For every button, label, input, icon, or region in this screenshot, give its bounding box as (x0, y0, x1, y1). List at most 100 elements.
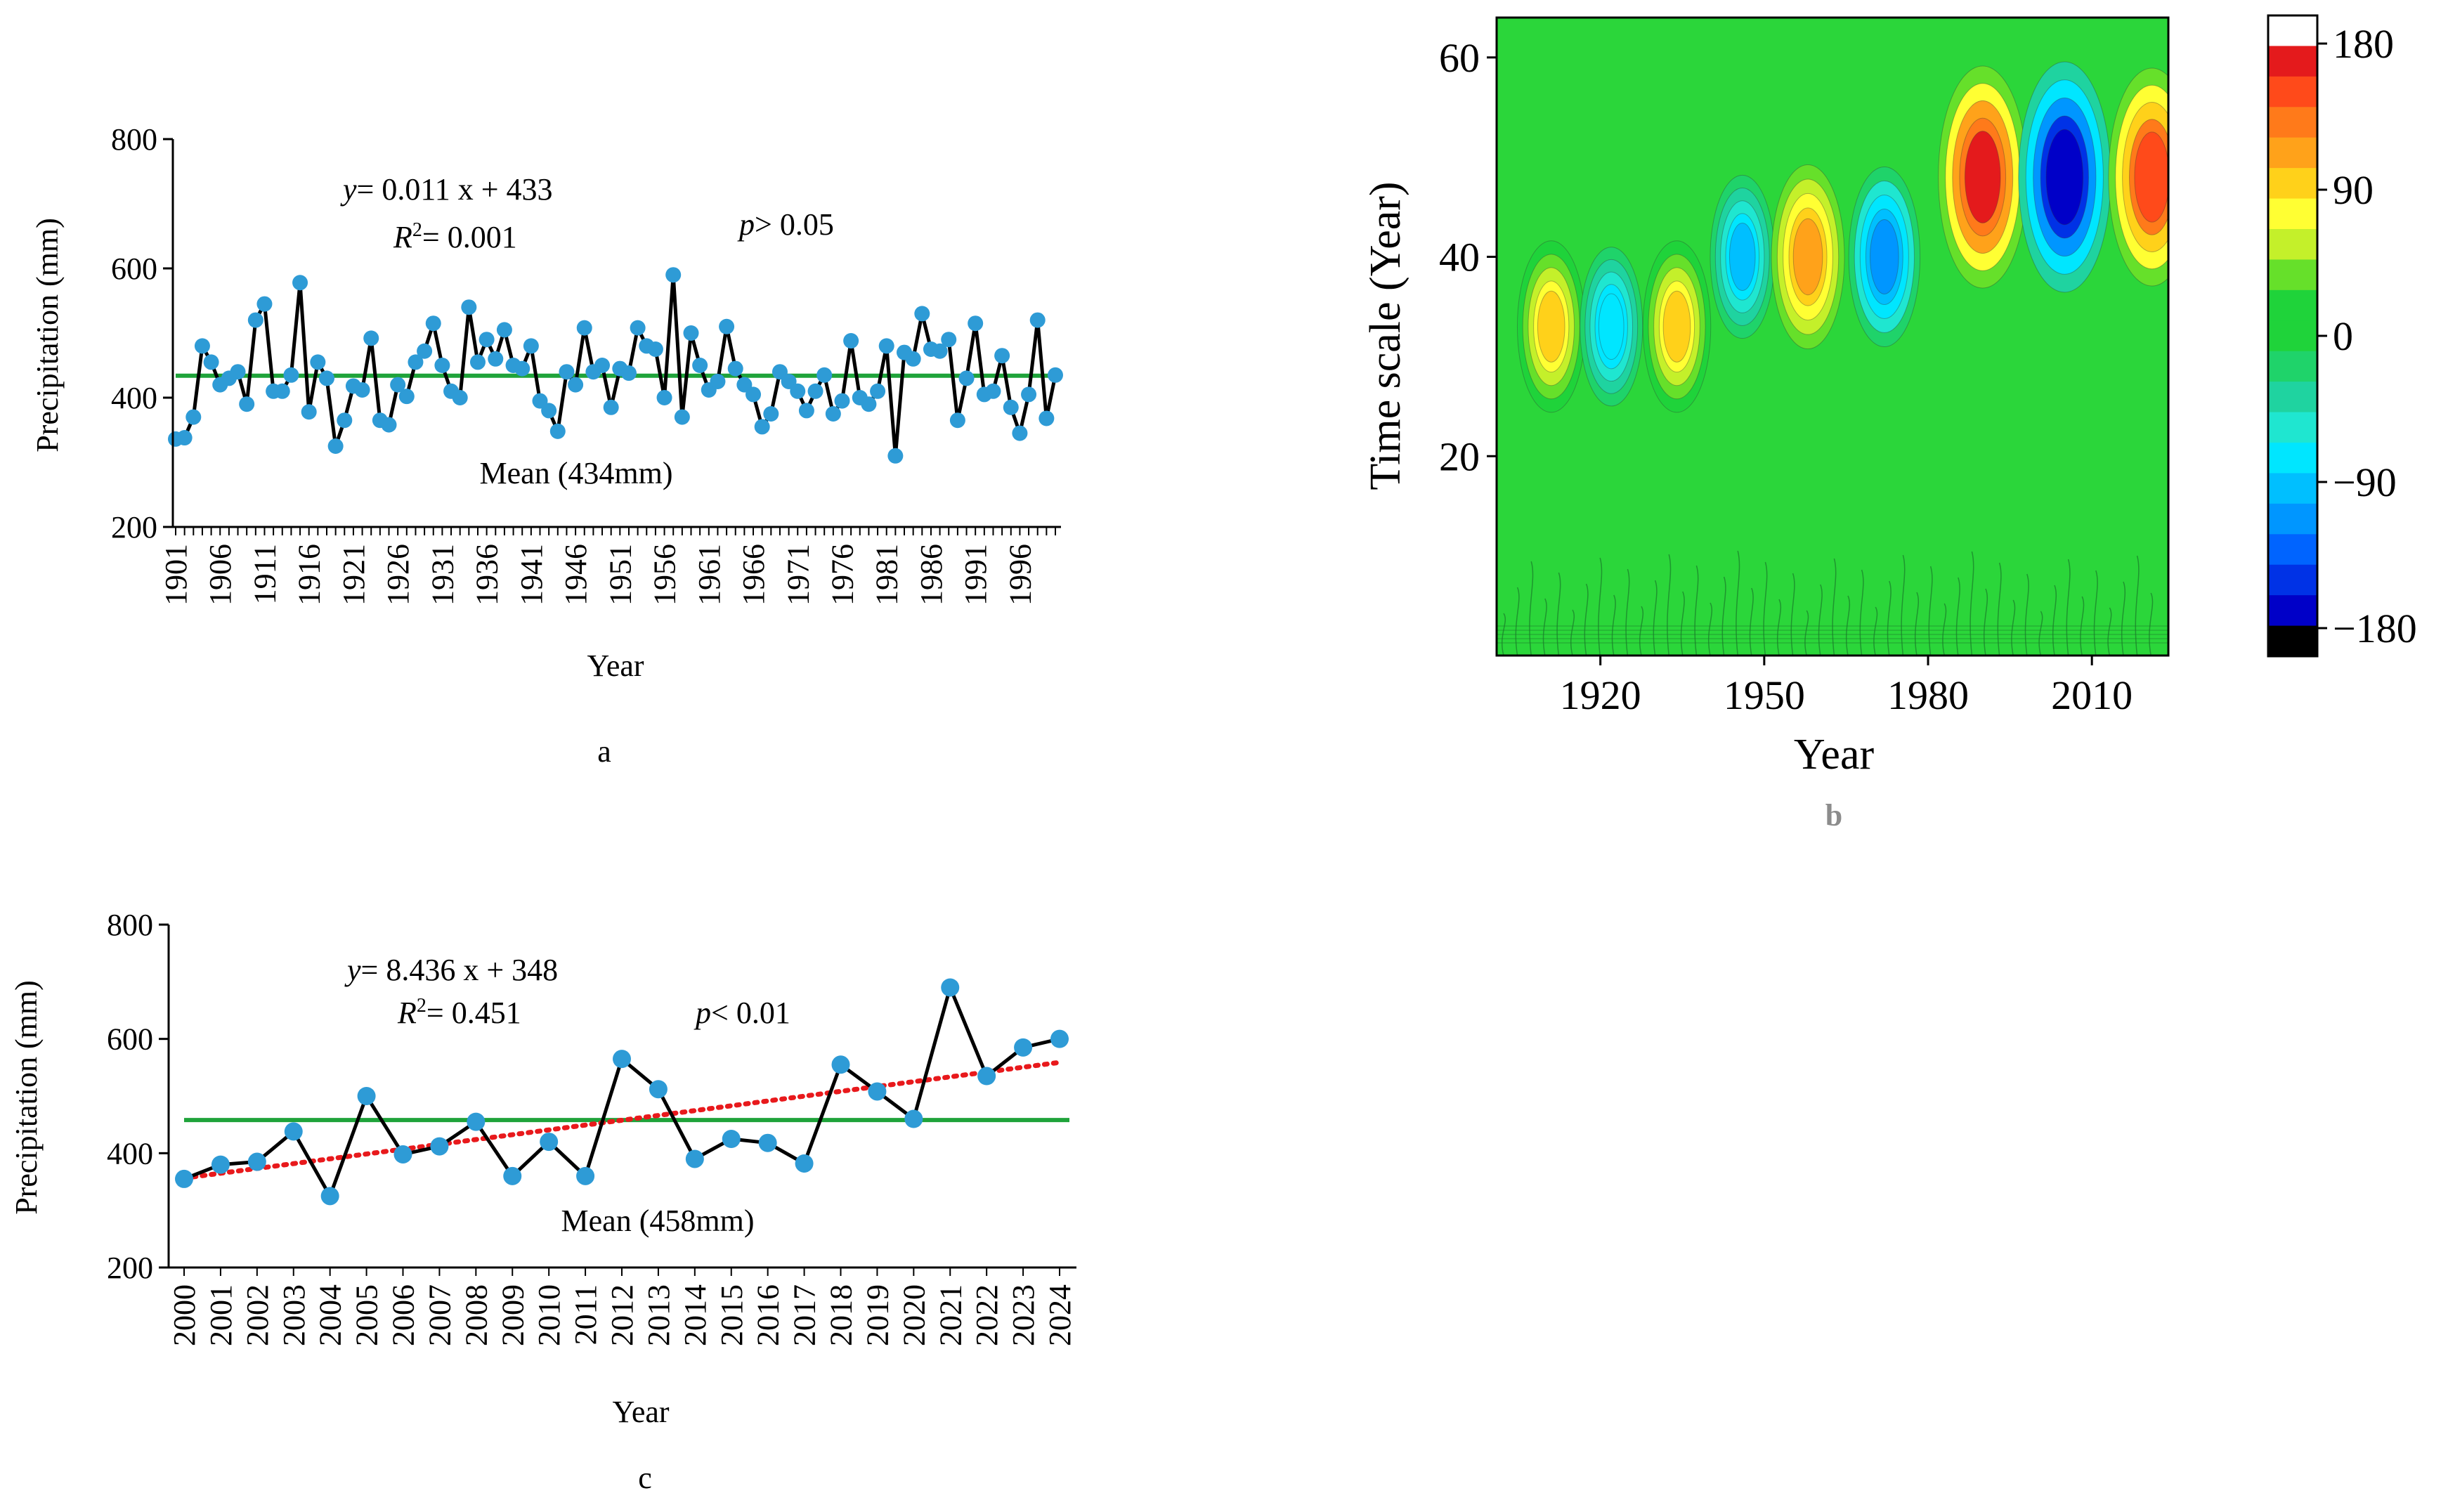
panel-a-data-point (337, 412, 353, 429)
panel-a-data-point (478, 332, 495, 348)
wavelet-contour-line (2080, 596, 2085, 656)
panel-a-data-point (1048, 367, 1063, 383)
panel-c-x-tick-label: 2007 (422, 1284, 457, 1346)
panel-c-data-point (685, 1149, 704, 1168)
panel-a-data-point (354, 382, 370, 398)
panel-a-data-point (807, 383, 823, 399)
wavelet-contour-line (1721, 576, 1726, 656)
colorbar-segment (2268, 382, 2317, 413)
panel-c-x-tick-label: 2002 (240, 1284, 275, 1346)
colorbar-segment (2268, 595, 2317, 627)
panel-c-data-point (904, 1109, 923, 1128)
panel-c-x-tick-label: 2018 (824, 1284, 859, 1346)
colorbar-segment (2268, 137, 2317, 169)
panel-a-data-point (549, 423, 566, 439)
panel-a-data-point (301, 404, 317, 420)
colorbar-tick-label: 90 (2333, 167, 2374, 213)
panel-a-x-tick-label: 1986 (914, 544, 949, 606)
wavelet-contour-line (1887, 580, 1892, 656)
panel-c-x-tick-label: 2005 (350, 1284, 384, 1346)
panel-a-x-tick-label: 1936 (470, 544, 504, 606)
panel-a-x-axis-title: Year (587, 649, 644, 683)
wavelet-contour-line (1763, 561, 1768, 656)
panel-a-x-tick-label: 1921 (337, 544, 371, 606)
panel-c-trend-line (181, 1060, 1062, 1181)
panel-c-data-point (175, 1169, 193, 1188)
panel-a-data-point (914, 306, 930, 322)
panel-a-data-point (390, 377, 406, 393)
panel-c-x-tick-label: 2019 (860, 1284, 894, 1346)
panel-c-x-tick-label: 2004 (313, 1284, 348, 1346)
wavelet-contour-line (1955, 577, 1960, 656)
panel-c-x-axis-title: Year (612, 1395, 669, 1429)
panel-a-data-point (1039, 410, 1055, 426)
panel-c-y-tick-label: 200 (107, 1251, 153, 1285)
panel-c-x-tick-label: 2020 (897, 1284, 931, 1346)
wavelet-positive-cell (1792, 218, 1823, 296)
panel-c-p-value: p< 0.01 (694, 996, 790, 1030)
wavelet-contour-line (1570, 609, 1575, 656)
panel-a-y-tick-label: 200 (111, 510, 157, 545)
panel-a-data-point (870, 383, 886, 399)
panel-a-x-tick-label: 1941 (514, 544, 549, 606)
panel-b-y-tick-label: 40 (1439, 235, 1480, 280)
panel-c-data-point (393, 1145, 412, 1164)
panel-c-x-tick-label: 2016 (751, 1284, 786, 1346)
wavelet-contour-line (1942, 603, 1947, 656)
panel-a-data-point (1003, 399, 1019, 415)
colorbar-segment (2268, 534, 2317, 566)
panel-c-data-point (576, 1166, 595, 1185)
panel-a-data-point (949, 412, 965, 429)
colorbar-tick-label: −180 (2333, 606, 2417, 651)
wavelet-contour-line (1845, 595, 1851, 656)
colorbar-segment (2268, 564, 2317, 596)
panel-c-data-point (430, 1137, 449, 1156)
panel-a-x-tick-label: 1966 (736, 544, 771, 606)
wavelet-contour-line (2135, 555, 2140, 656)
panel-c-y-tick-label: 800 (107, 908, 153, 942)
colorbar-segment (2268, 46, 2317, 77)
panel-a-data-point (674, 409, 690, 425)
panel-a-data-point (523, 338, 539, 354)
panel-a-data-point (816, 367, 833, 383)
panel-c-x-tick-label: 2015 (715, 1284, 749, 1346)
wavelet-contour-line (1584, 583, 1589, 656)
panel-c-chart: 200 400 600 800 2000 2001 2002 2003 2004 2005 2006… (9, 908, 1077, 1495)
panel-a-data-point (256, 296, 273, 312)
colorbar-segment (2268, 473, 2317, 504)
panel-a-data-point (247, 312, 263, 328)
colorbar-segment (2268, 412, 2317, 443)
wavelet-contour-line (1776, 599, 1782, 656)
panel-a-data-point (203, 354, 219, 370)
panel-c-mean-label: Mean (458mm) (561, 1204, 755, 1238)
wavelet-contour-line (2038, 611, 2043, 656)
panel-a-data-point (230, 364, 246, 380)
panel-c-data-point (540, 1133, 559, 1152)
panel-c-data-point (211, 1155, 230, 1174)
panel-a-y-axis-title: Precipitation (mm) (30, 218, 65, 452)
colorbar-segment (2268, 259, 2317, 291)
panel-a-x-tick-label: 1971 (781, 544, 815, 606)
wavelet-contour-line (1790, 573, 1795, 656)
wavelet-contour-line (1529, 561, 1534, 656)
panel-b-x-tick-label: 1980 (1887, 672, 1969, 718)
panel-c-data-point (977, 1067, 996, 1086)
panel-c-y-tick-label: 600 (107, 1022, 153, 1057)
wavelet-contour-line (2052, 585, 2057, 656)
panel-a-data-point (425, 315, 441, 332)
wavelet-negative-cell (1728, 222, 1756, 292)
wavelet-contour-texture (1497, 550, 2168, 656)
wavelet-contour-line (1680, 591, 1685, 656)
panel-a-x-tick-label: 1996 (1003, 544, 1037, 606)
panel-a-data-point (825, 406, 841, 422)
wavelet-negative-cell (1598, 293, 1625, 360)
colorbar-segment (2268, 503, 2317, 535)
panel-a-data-point (559, 364, 575, 380)
panel-a-data-point (1021, 386, 1037, 403)
panel-a-data-point (620, 365, 637, 382)
panel-a-data-point (941, 332, 957, 348)
panel-a-p-value: p> 0.05 (737, 207, 834, 242)
panel-a-data-point (1029, 312, 1046, 328)
colorbar-tick-label: 180 (2333, 21, 2394, 67)
panel-a-data-point (452, 390, 468, 405)
